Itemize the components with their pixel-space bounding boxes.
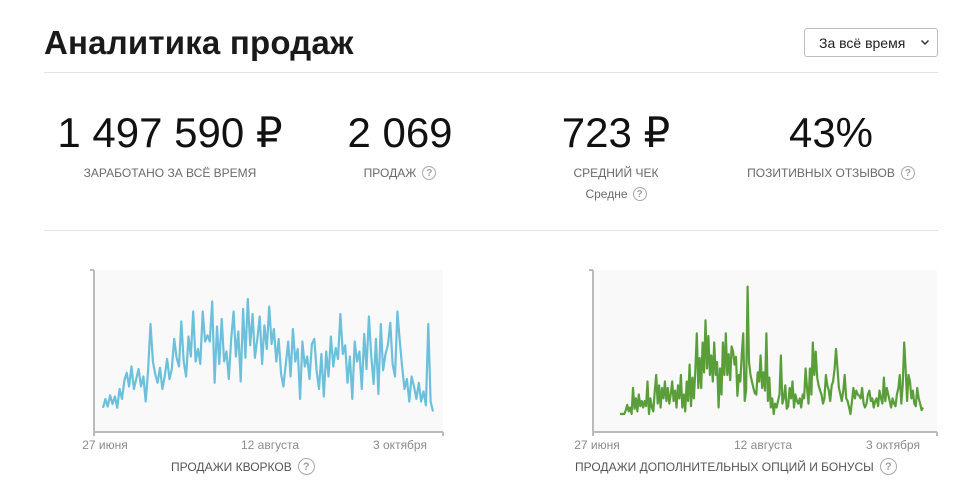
- stat-earned: 1 497 590 ₽ ЗАРАБОТАНО ЗА ВСЁ ВРЕМЯ: [40, 112, 300, 182]
- stat-positive-reviews-label-row: ПОЗИТИВНЫХ ОТЗЫВОВ ?: [747, 166, 915, 180]
- stat-earned-value: 1 497 590 ₽: [57, 109, 283, 156]
- stat-sales-value: 2 069: [347, 109, 453, 156]
- stat-avg-check-sub-label: Средне: [585, 187, 628, 201]
- help-icon[interactable]: ?: [900, 166, 915, 180]
- kwork-sales-chart: 27 июня 12 августа 3 октября: [82, 269, 444, 452]
- kwork-sales-label: ПРОДАЖИ КВОРКОВ: [171, 459, 292, 474]
- help-icon[interactable]: ?: [422, 166, 437, 180]
- help-icon[interactable]: ?: [297, 458, 315, 475]
- stat-positive-reviews-value: 43%: [788, 109, 874, 156]
- stat-sales-label-row: ПРОДАЖ ?: [364, 166, 437, 180]
- stats-divider: [44, 230, 938, 231]
- series-line: [101, 297, 435, 412]
- stat-sales: 2 069 ПРОДАЖ ?: [320, 112, 480, 182]
- x-tick-label: 3 октября: [866, 438, 920, 452]
- help-icon[interactable]: ?: [879, 458, 897, 475]
- series-line: [620, 285, 924, 416]
- period-select-value: За всё время: [819, 34, 906, 51]
- stat-positive-reviews: 43% ПОЗИТИВНЫХ ОТЗЫВОВ ?: [730, 112, 932, 182]
- options-sales-label-row: ПРОДАЖИ ДОПОЛНИТЕЛЬНЫХ ОПЦИЙ И БОНУСЫ ?: [575, 458, 897, 475]
- plot-area: [94, 270, 443, 432]
- stat-positive-reviews-label: ПОЗИТИВНЫХ ОТЗЫВОВ: [747, 166, 895, 180]
- period-select[interactable]: За всё время: [804, 28, 938, 57]
- x-tick-label: 27 июня: [82, 438, 128, 452]
- stat-sales-label: ПРОДАЖ: [363, 166, 417, 180]
- options-sales-chart: 27 июня 12 августа 3 октября: [574, 269, 938, 452]
- stat-avg-check-value: 723 ₽: [561, 109, 671, 156]
- stat-earned-label: ЗАРАБОТАНО ЗА ВСЁ ВРЕМЯ: [83, 166, 257, 180]
- x-tick-label: 12 августа: [734, 438, 792, 452]
- options-sales-label: ПРОДАЖИ ДОПОЛНИТЕЛЬНЫХ ОПЦИЙ И БОНУСЫ: [575, 459, 874, 474]
- stat-avg-check: 723 ₽ СРЕДНИЙ ЧЕК Средне ?: [536, 112, 696, 201]
- x-tick-label: 27 июня: [574, 438, 620, 452]
- stat-avg-check-label: СРЕДНИЙ ЧЕК: [573, 166, 659, 180]
- x-tick-label: 12 августа: [241, 438, 299, 452]
- header-divider: [44, 72, 938, 73]
- x-tick-label: 3 октября: [373, 438, 427, 452]
- page-title: Аналитика продаж: [44, 24, 354, 61]
- stat-avg-check-sub: Средне ?: [536, 187, 696, 201]
- chevron-down-icon: [920, 39, 930, 46]
- kwork-sales-label-row: ПРОДАЖИ КВОРКОВ ?: [171, 458, 315, 475]
- help-icon[interactable]: ?: [632, 187, 647, 201]
